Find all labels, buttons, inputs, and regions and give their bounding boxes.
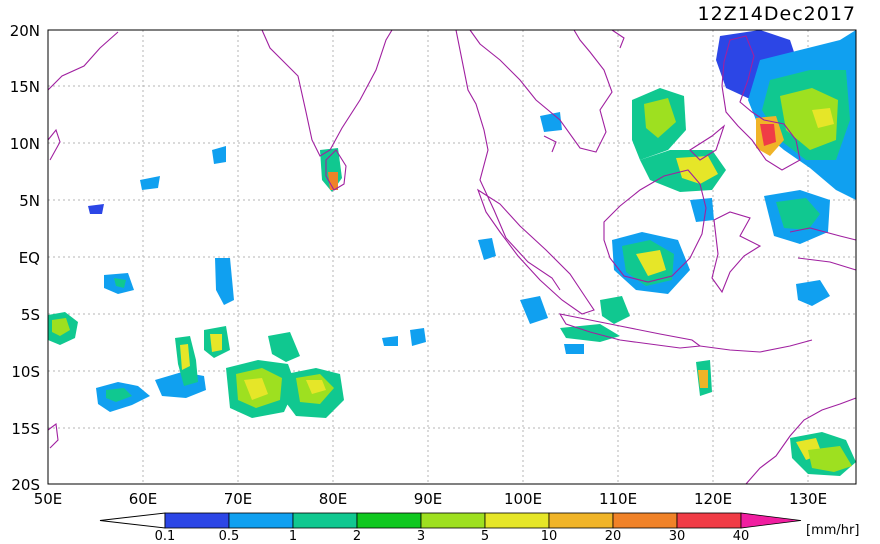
lon-label: 130E [789,490,827,508]
colorbar-swatch [484,512,550,529]
lat-label: 15N [10,78,40,96]
colorbar-over-arrow [740,512,802,529]
lat-label: 5N [19,192,40,210]
lon-label: 80E [319,490,348,508]
colorbar-swatch [548,512,614,529]
lat-label: 20N [10,22,40,40]
lat-label: 10S [11,363,40,381]
colorbar-tick-label: 0.1 [155,529,176,544]
latitude-labels: 20N 15N 10N 5N EQ 5S 10S 15S 20S [10,22,40,494]
colorbar-tick-label: 20 [605,529,622,544]
lat-label: 5S [21,306,40,324]
colorbar-tick-label: 3 [417,529,425,544]
colorbar-tick-label: 30 [669,529,686,544]
map-panel [47,29,857,485]
colorbar-unit: [mm/hr] [806,523,859,538]
colorbar-swatch [164,512,230,529]
lon-label: 120E [694,490,732,508]
colorbar-swatch [676,512,742,529]
colorbar-under-arrow [99,512,166,529]
lat-label: 15S [11,420,40,438]
map-background [48,30,856,484]
map-frame [47,29,857,485]
lat-label: EQ [19,249,40,267]
lon-label: 100E [504,490,542,508]
colorbar-tick-label: 40 [733,529,750,544]
lon-label: 50E [34,490,63,508]
colorbar-tick-label: 1 [289,529,297,544]
colorbar-swatch [356,512,422,529]
precipitation-field [48,30,856,476]
lat-label: 20S [11,476,40,494]
coastlines [47,29,857,485]
colorbar-tick-label: 10 [541,529,558,544]
colorbar-tick-label: 2 [353,529,361,544]
map-title: 12Z14Dec2017 [698,3,857,25]
lon-label: 90E [414,490,443,508]
colorbar-tick-label: 0.5 [219,529,240,544]
lat-label: 10N [10,135,40,153]
colorbar-swatch [228,512,294,529]
colorbar-swatch [292,512,358,529]
lon-label: 110E [599,490,637,508]
colorbar: 0.1 0.5 1 2 3 5 10 20 30 40 [99,512,802,544]
colorbar-swatch [420,512,486,529]
colorbar-swatch [612,512,678,529]
colorbar-tick-label: 5 [481,529,489,544]
lon-label: 60E [129,490,158,508]
longitude-labels: 50E 60E 70E 80E 90E 100E 110E 120E 130E [34,490,827,508]
lon-label: 70E [224,490,253,508]
